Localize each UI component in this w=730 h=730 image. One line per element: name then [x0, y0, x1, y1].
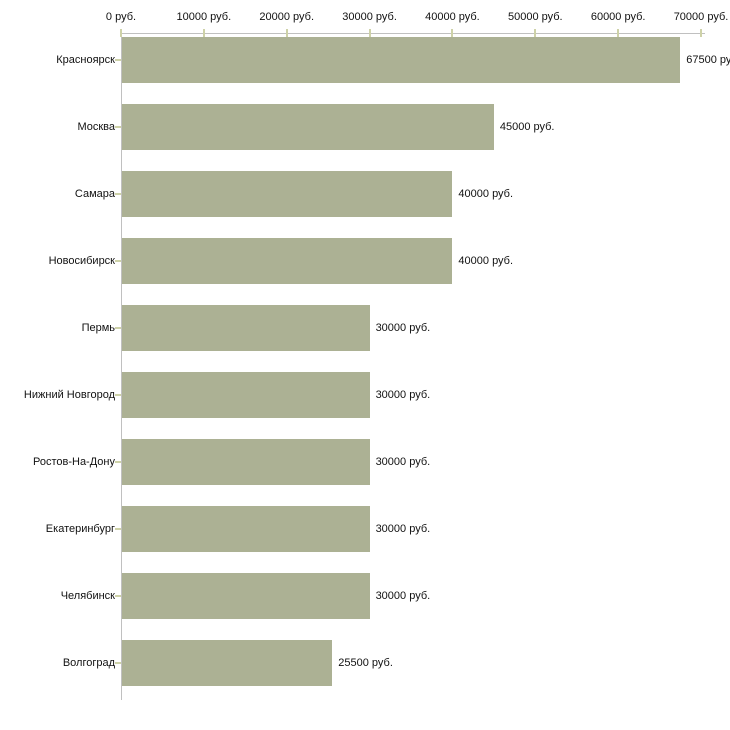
category-label: Самара — [74, 188, 115, 200]
bar — [122, 171, 453, 217]
bar — [122, 104, 494, 150]
category-label: Новосибирск — [48, 255, 115, 267]
category-label: Москва — [77, 121, 115, 133]
x-axis-tick-label: 0 руб. — [105, 11, 137, 23]
x-axis-tick-label: 30000 руб. — [342, 11, 397, 23]
value-label: 30000 руб. — [375, 322, 431, 334]
x-axis-tick-label: 20000 руб. — [259, 11, 315, 23]
category-label: Волгоград — [62, 657, 115, 669]
x-axis-tick-label: 40000 руб. — [425, 11, 480, 23]
bar — [122, 37, 681, 83]
bar — [122, 640, 333, 686]
value-label: 45000 руб. — [499, 121, 555, 133]
category-label: Ростов-На-Дону — [32, 456, 115, 468]
x-axis-tick-mark — [617, 29, 620, 37]
x-axis-tick-mark — [700, 29, 702, 37]
bar — [122, 506, 370, 552]
y-axis-tick-mark — [115, 59, 121, 61]
value-label: 25500 руб. — [338, 657, 393, 669]
x-axis-line — [121, 33, 705, 34]
x-axis-tick-mark — [285, 29, 288, 37]
x-axis-tick-mark — [202, 29, 205, 37]
y-axis-tick-mark — [115, 327, 121, 329]
bar — [122, 238, 453, 284]
y-axis-tick-mark — [115, 528, 121, 530]
bar — [122, 372, 370, 418]
y-axis-tick-mark — [115, 260, 121, 262]
x-axis-tick-label: 10000 руб. — [176, 11, 232, 23]
category-label: Екатеринбург — [45, 523, 115, 535]
y-axis-tick-mark — [115, 193, 121, 195]
value-label: 30000 руб. — [375, 523, 431, 535]
x-axis-tick-label: 70000 руб. — [673, 11, 729, 23]
x-axis-tick-mark — [534, 29, 537, 37]
y-axis-tick-mark — [115, 461, 121, 463]
value-label: 30000 руб. — [375, 389, 431, 401]
value-label: 40000 руб. — [458, 188, 514, 200]
category-label: Красноярск — [56, 54, 115, 66]
value-label: 40000 руб. — [458, 255, 514, 267]
x-axis-tick-mark — [120, 29, 122, 37]
value-label: 67500 руб. — [686, 54, 730, 66]
category-label: Челябинск — [60, 590, 115, 602]
x-axis-tick-mark — [368, 29, 371, 37]
category-label: Нижний Новгород — [23, 389, 115, 401]
bar — [122, 305, 370, 351]
y-axis-line — [121, 33, 122, 700]
value-label: 30000 руб. — [375, 590, 431, 602]
y-axis-tick-mark — [115, 662, 121, 664]
y-axis-tick-mark — [115, 394, 121, 396]
y-axis-tick-mark — [115, 126, 121, 128]
value-label: 30000 руб. — [375, 456, 431, 468]
bar — [122, 439, 370, 485]
x-axis-tick-mark — [451, 29, 454, 37]
category-label: Пермь — [81, 322, 115, 334]
x-axis-tick-label: 60000 руб. — [590, 11, 646, 23]
y-axis-tick-mark — [115, 595, 121, 597]
x-axis-tick-label: 50000 руб. — [507, 11, 563, 23]
bar — [122, 573, 370, 619]
